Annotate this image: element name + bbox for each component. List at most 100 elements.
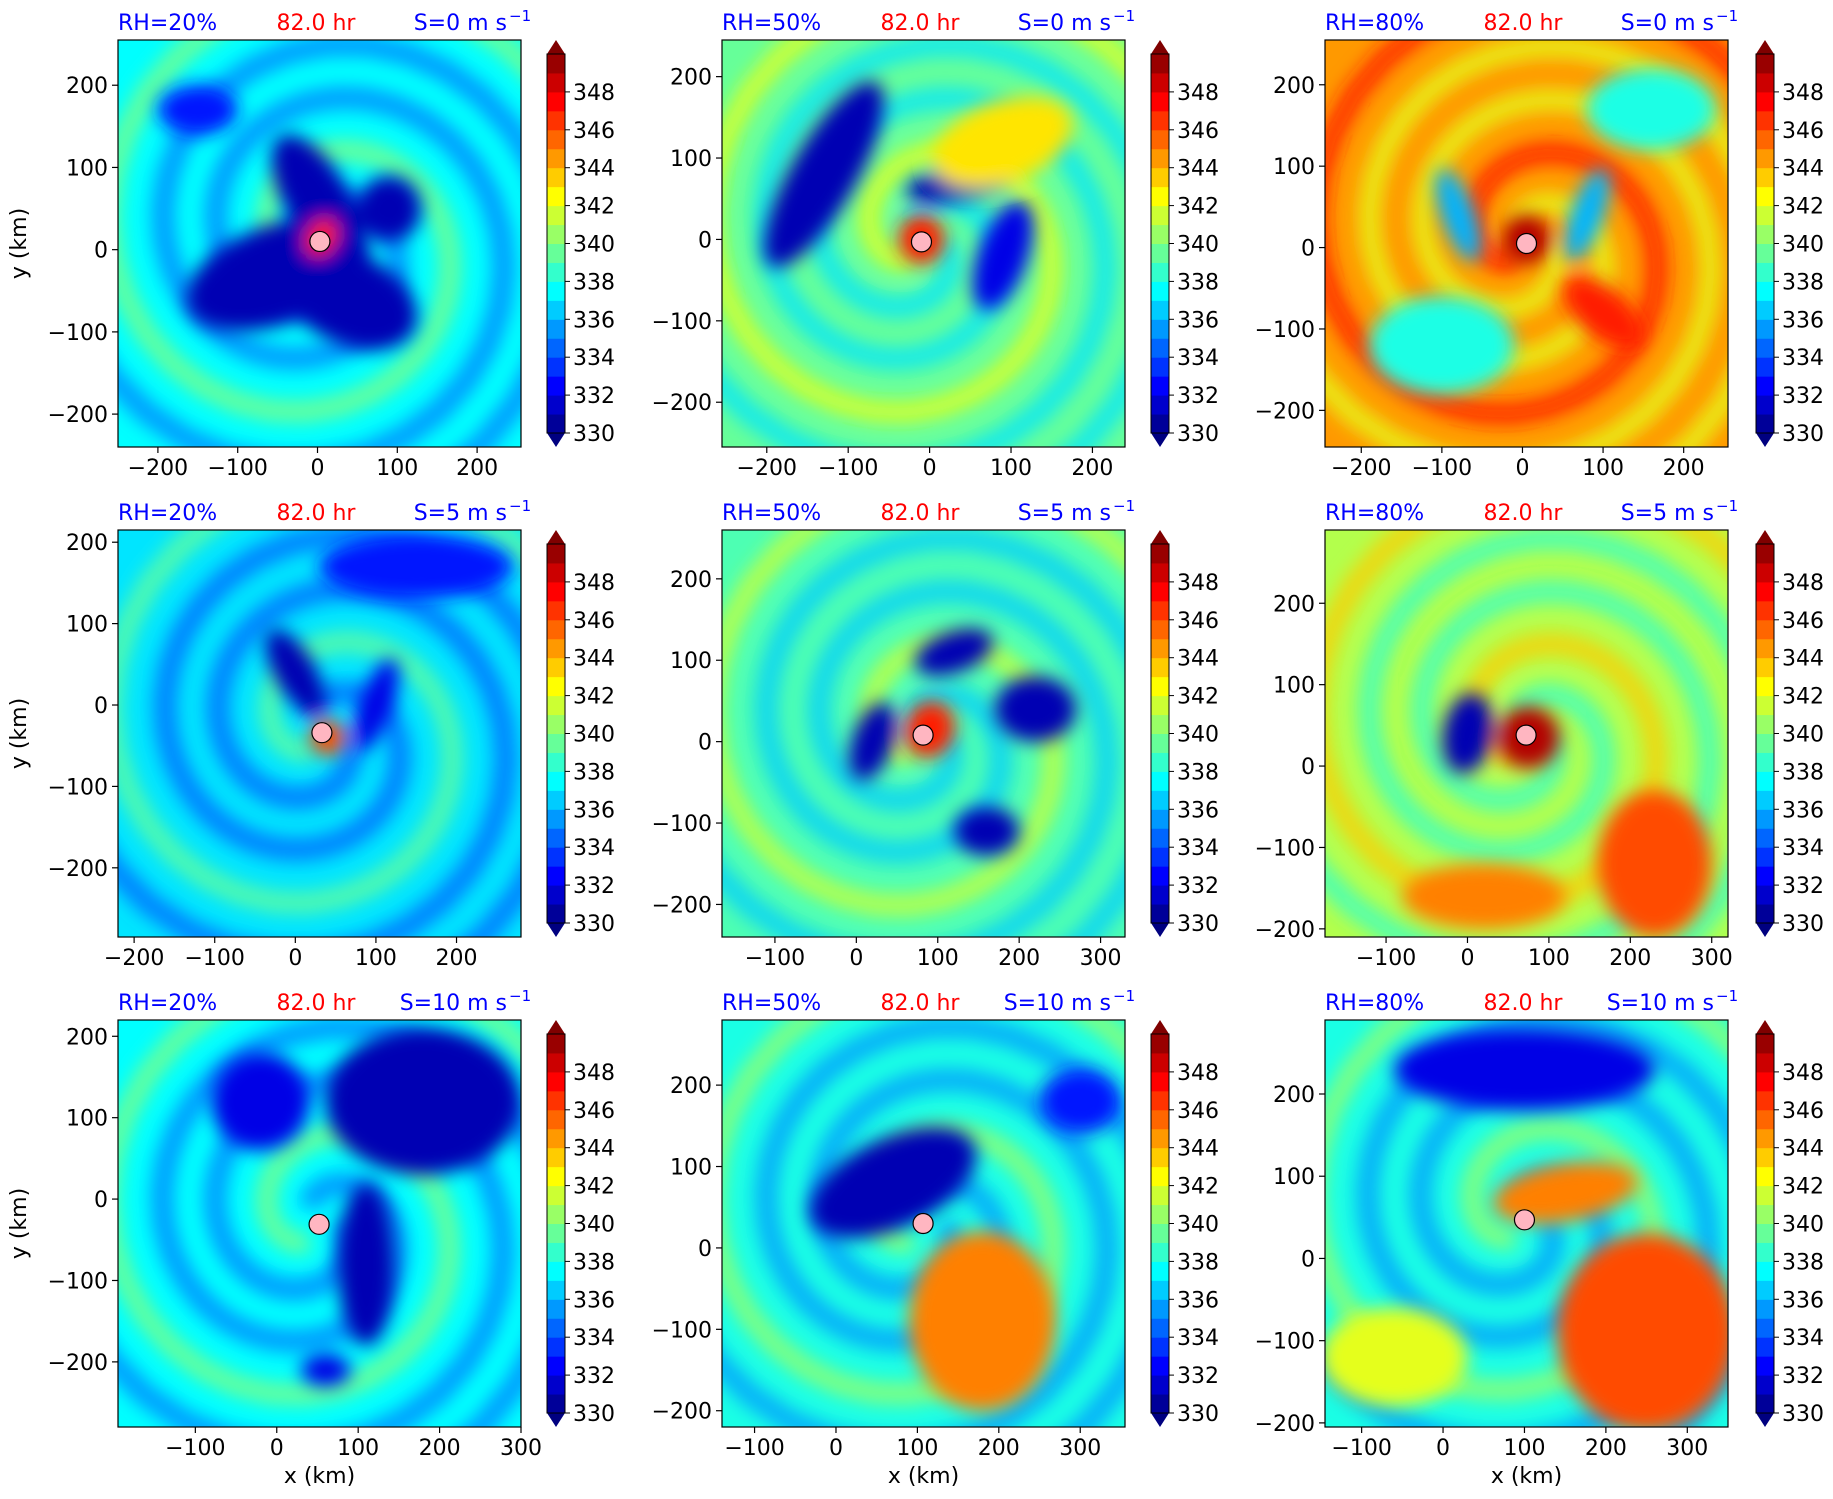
y-tick-label: 200 — [1273, 1083, 1315, 1108]
colorbar-segment — [547, 395, 565, 415]
y-tick-label: −100 — [48, 321, 108, 346]
colorbar-segment — [547, 733, 565, 753]
title-time: 82.0 hr — [881, 501, 961, 526]
field-features — [1369, 68, 1716, 395]
title-shear: S=10 m s — [1004, 991, 1111, 1016]
colorbar-extend-min — [1151, 923, 1169, 937]
theta-e-field — [1325, 40, 1728, 447]
colorbar-segment — [1756, 357, 1774, 377]
colorbar-tick-label: 334 — [1782, 346, 1824, 371]
colorbar-tick-label: 338 — [1177, 1250, 1219, 1275]
colorbar-tick-label: 346 — [1177, 609, 1219, 634]
colorbar-segment — [1756, 752, 1774, 772]
colorbar-segment — [1756, 224, 1774, 244]
colorbar-segment — [1151, 600, 1169, 621]
colorbar-segment — [1756, 243, 1774, 263]
y-tick-label: 200 — [670, 568, 712, 593]
x-tick-label: 300 — [1691, 946, 1733, 971]
y-axis-label: y (km) — [7, 698, 32, 769]
colorbar-tick-label: 344 — [573, 647, 615, 672]
colorbar-tick-label: 342 — [1177, 685, 1219, 710]
colorbar-tick-label: 332 — [573, 384, 615, 409]
y-axis-label: y (km) — [7, 208, 32, 279]
x-tick-label: 100 — [990, 456, 1032, 481]
colorbar-segment — [1756, 186, 1774, 207]
colorbar-tick-label: 340 — [1177, 233, 1219, 258]
title-time: 82.0 hr — [1484, 991, 1564, 1016]
field-feature — [325, 1028, 521, 1175]
y-tick-label: 0 — [1301, 755, 1315, 780]
colorbar-segment — [1756, 847, 1774, 867]
colorbar-segment — [547, 1166, 565, 1187]
field-feature — [909, 1231, 1056, 1411]
x-tick-label: 0 — [288, 946, 302, 971]
colorbar-tick-label: 332 — [1782, 874, 1824, 899]
colorbar-tick-label: 332 — [1782, 384, 1824, 409]
colorbar-segment — [547, 581, 565, 602]
colorbar-segment — [547, 243, 565, 263]
colorbar-tick-label: 338 — [1782, 760, 1824, 785]
colorbar-tick-label: 346 — [1782, 1099, 1824, 1124]
colorbar-tick-label: 348 — [573, 81, 615, 106]
colorbar-segment — [1756, 1071, 1774, 1092]
x-tick-label: −100 — [1356, 946, 1416, 971]
colorbar-extend-min — [547, 1413, 565, 1427]
colorbar-segment — [1756, 338, 1774, 358]
colorbar-segment — [1151, 1109, 1169, 1130]
x-tick-label: 200 — [1609, 946, 1651, 971]
colorbar-segment — [1756, 1166, 1774, 1187]
y-tick-label: 100 — [670, 147, 712, 172]
title-shear-exponent: −1 — [1113, 987, 1135, 1005]
x-tick-label: 100 — [917, 946, 959, 971]
colorbar-tick-label: 336 — [573, 798, 615, 823]
colorbar-tick-label: 346 — [1782, 119, 1824, 144]
colorbar-tick-label: 330 — [1782, 422, 1824, 447]
colorbar-tick-label: 336 — [1177, 308, 1219, 333]
colorbar-tick-label: 338 — [1177, 270, 1219, 295]
x-tick-label: −100 — [165, 1436, 225, 1461]
x-tick-label: 200 — [1585, 1436, 1627, 1461]
colorbar-segment — [1151, 1185, 1169, 1206]
colorbar-tick-label: 338 — [573, 760, 615, 785]
storm-center-marker — [309, 230, 331, 253]
y-tick-label: −100 — [652, 812, 712, 837]
y-tick-label: 0 — [698, 731, 712, 756]
colorbar-segment — [1151, 167, 1169, 188]
colorbar-tick-label: 348 — [573, 571, 615, 596]
colorbar-segment — [1151, 281, 1169, 301]
colorbar-segment — [547, 828, 565, 848]
colorbar-extend-min — [547, 433, 565, 447]
colorbar-tick-label: 334 — [1782, 1326, 1824, 1351]
field-feature — [265, 628, 326, 716]
title-shear-exponent: −1 — [509, 987, 531, 1005]
colorbar-segment — [1756, 129, 1774, 150]
x-tick-label: −100 — [745, 946, 805, 971]
colorbar-tick-label: 346 — [1177, 119, 1219, 144]
colorbar-segment — [1151, 1280, 1169, 1300]
x-tick-label: 0 — [1436, 1436, 1450, 1461]
colorbar-segment — [1151, 1204, 1169, 1224]
colorbar-segment — [1756, 1223, 1774, 1243]
colorbar-segment — [1756, 1204, 1774, 1224]
colorbar-segment — [547, 91, 565, 112]
x-tick-label: 300 — [1059, 1436, 1101, 1461]
field-features — [809, 1068, 1121, 1411]
title-shear: S=10 m s — [400, 991, 507, 1016]
colorbar-tick-label: 332 — [1177, 1364, 1219, 1389]
y-tick-label: 100 — [670, 1156, 712, 1181]
field-features — [1402, 693, 1712, 937]
title-rh: RH=20% — [118, 501, 217, 526]
colorbar-tick-label: 334 — [1177, 346, 1219, 371]
colorbar-segment — [1151, 395, 1169, 415]
field-feature — [972, 201, 1033, 310]
y-tick-label: −200 — [1255, 918, 1315, 943]
colorbar-segment — [1151, 581, 1169, 602]
title-shear: S=5 m s — [414, 501, 507, 526]
x-tick-label: 200 — [978, 1436, 1020, 1461]
field-feature — [281, 247, 418, 351]
colorbar-segment — [1756, 54, 1774, 74]
field-feature — [1369, 296, 1515, 395]
title-rh: RH=50% — [722, 991, 821, 1016]
title-rh: RH=20% — [118, 991, 217, 1016]
colorbar-tick-label: 334 — [573, 346, 615, 371]
